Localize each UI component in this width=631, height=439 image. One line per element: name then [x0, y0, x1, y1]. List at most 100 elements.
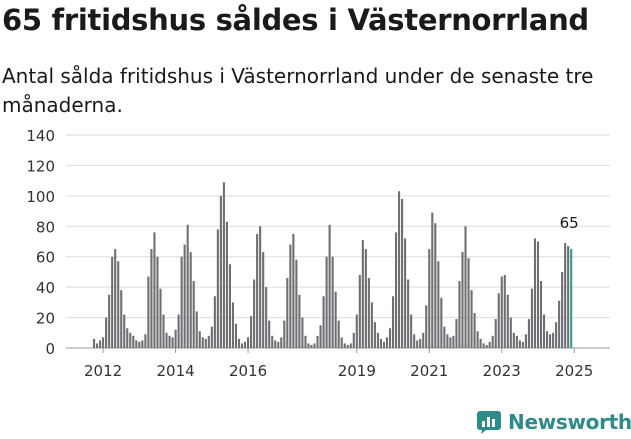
bar — [289, 244, 292, 348]
bar — [518, 340, 521, 348]
bar — [364, 249, 367, 348]
chart-title: 65 fritidshus såldes i Västernorrland — [2, 3, 589, 37]
bar — [367, 278, 370, 348]
bar — [440, 297, 443, 348]
bar — [156, 256, 159, 348]
bar — [247, 337, 250, 348]
bar — [546, 331, 549, 348]
bar — [385, 337, 389, 348]
bar — [250, 316, 253, 348]
bar — [277, 341, 280, 348]
bar — [482, 343, 485, 348]
bar — [201, 337, 204, 348]
bar — [509, 317, 512, 348]
bar — [244, 341, 247, 348]
bar — [443, 326, 446, 348]
bar — [298, 294, 301, 348]
bar — [370, 302, 373, 348]
bar — [452, 335, 455, 348]
x-tick-label: 2012 — [84, 362, 122, 380]
bar — [186, 224, 189, 348]
last-value-label: 65 — [560, 214, 579, 232]
y-tick-label: 140 — [26, 127, 55, 145]
bar — [419, 338, 422, 348]
bar — [549, 334, 552, 348]
bar — [313, 343, 316, 348]
newsworthy-chart-icon — [477, 411, 501, 434]
bar — [334, 291, 337, 348]
bar — [431, 212, 434, 348]
bar — [108, 294, 111, 348]
bar — [165, 332, 168, 348]
bar — [256, 233, 259, 348]
bar — [527, 319, 530, 348]
x-tick-label: 2025 — [555, 362, 593, 380]
bar — [150, 249, 153, 348]
bar — [225, 221, 228, 348]
bars — [93, 182, 573, 348]
newsworthy-logo: Newsworthy — [476, 407, 631, 437]
y-tick-label: 120 — [26, 157, 55, 175]
bar — [352, 332, 355, 348]
bar — [407, 279, 410, 348]
bar — [307, 343, 310, 348]
bar — [231, 302, 235, 348]
bar — [126, 328, 129, 348]
bar — [561, 271, 564, 348]
bar — [96, 343, 99, 348]
bar — [237, 338, 241, 348]
bar — [283, 320, 286, 348]
bar — [265, 287, 268, 348]
bar — [410, 314, 413, 348]
brand-name: Newsworthy — [508, 410, 631, 434]
bar — [219, 195, 222, 348]
bar — [138, 341, 141, 348]
y-tick-label: 100 — [26, 188, 55, 206]
bar — [467, 258, 470, 348]
bar — [304, 335, 307, 348]
bar — [274, 340, 277, 348]
bar — [376, 332, 379, 348]
bar — [183, 244, 186, 348]
bar — [506, 294, 509, 348]
bar — [458, 281, 461, 348]
bar — [147, 276, 150, 348]
bar — [512, 332, 515, 348]
bar — [234, 323, 238, 348]
bar — [395, 232, 398, 348]
bar — [398, 191, 401, 348]
y-tick-label: 20 — [36, 310, 55, 328]
bar — [564, 243, 567, 348]
bar — [485, 344, 488, 348]
bar — [361, 239, 364, 348]
bar — [123, 314, 126, 348]
bar — [295, 259, 298, 348]
bar — [488, 341, 491, 348]
chart-subtitle: Antal sålda fritidshus i Västernorrland … — [2, 64, 594, 117]
bar — [210, 326, 213, 348]
bar — [111, 256, 114, 348]
bar — [533, 238, 537, 348]
bar — [337, 320, 340, 348]
bar — [222, 182, 225, 348]
bar — [216, 229, 219, 348]
bar — [461, 252, 464, 348]
bar — [539, 281, 543, 348]
bar — [114, 249, 117, 348]
bar — [280, 337, 283, 348]
bar — [343, 343, 346, 348]
y-tick-label: 40 — [36, 279, 55, 297]
bar — [120, 290, 123, 348]
bar — [379, 338, 382, 348]
bar — [171, 337, 174, 348]
bar — [346, 344, 349, 348]
y-tick-label: 60 — [36, 249, 55, 267]
bar — [253, 279, 256, 348]
bar — [500, 276, 503, 348]
bar — [93, 338, 96, 348]
bar — [328, 224, 331, 348]
bar — [536, 241, 540, 348]
bar — [207, 335, 210, 348]
bar — [422, 332, 425, 348]
bar — [198, 331, 201, 348]
